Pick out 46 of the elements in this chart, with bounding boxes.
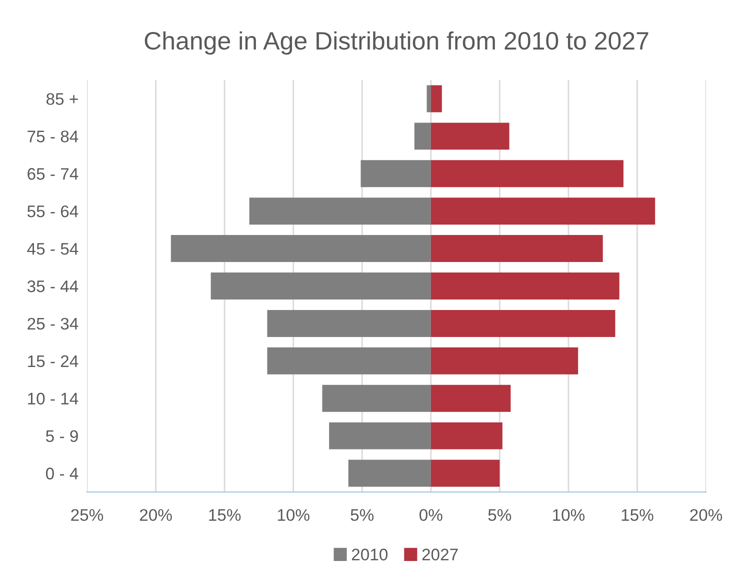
y-tick-label: 0 - 4 <box>46 468 78 480</box>
chart-title: Change in Age Distribution from 2010 to 2027 <box>144 31 648 55</box>
bar <box>170 235 431 262</box>
bar <box>426 85 431 112</box>
bar <box>210 272 431 300</box>
y-tick-label: 15 - 24 <box>28 355 78 368</box>
bar <box>249 198 431 225</box>
bar <box>414 122 431 150</box>
x-tick-label: 10% <box>278 509 310 521</box>
x-tick-label: 5% <box>488 509 512 521</box>
bar <box>430 122 510 150</box>
bar <box>430 347 578 374</box>
x-tick-label: 25% <box>71 509 104 521</box>
x-tick-label: 15% <box>622 509 654 521</box>
y-tick-label: 35 - 44 <box>27 280 78 292</box>
bar <box>430 384 511 412</box>
bar <box>360 160 431 188</box>
bar <box>430 235 603 262</box>
bar <box>329 422 431 450</box>
bar <box>430 422 502 450</box>
x-tick-label: 20% <box>140 509 172 521</box>
x-tick-label: 15% <box>209 509 241 521</box>
bar <box>430 310 616 337</box>
bar <box>322 384 431 412</box>
x-tick-label: 10% <box>553 509 585 521</box>
bar <box>267 310 431 337</box>
y-tick-label: 45 - 54 <box>27 243 78 255</box>
bar <box>430 460 500 487</box>
y-tick-label: 5 - 9 <box>46 430 78 442</box>
x-tick-label: 5% <box>350 509 374 521</box>
y-tick-label: 25 - 34 <box>28 318 78 330</box>
y-tick-label: 85 + <box>46 93 78 105</box>
y-tick-label: 75 - 84 <box>28 130 78 142</box>
bar <box>430 272 620 300</box>
legend-label: 2027 <box>422 548 458 560</box>
bar <box>267 347 431 374</box>
x-tick-label: 20% <box>690 509 722 521</box>
y-tick-label: 10 - 14 <box>28 392 78 405</box>
bar <box>348 460 431 487</box>
y-tick-label: 55 - 64 <box>27 205 78 218</box>
bar <box>430 85 442 112</box>
bar <box>430 160 624 188</box>
y-tick-label: 65 - 74 <box>28 168 78 180</box>
legend-label: 2010 <box>352 548 388 560</box>
bar <box>430 198 656 225</box>
x-tick-label: 0% <box>419 509 442 521</box>
